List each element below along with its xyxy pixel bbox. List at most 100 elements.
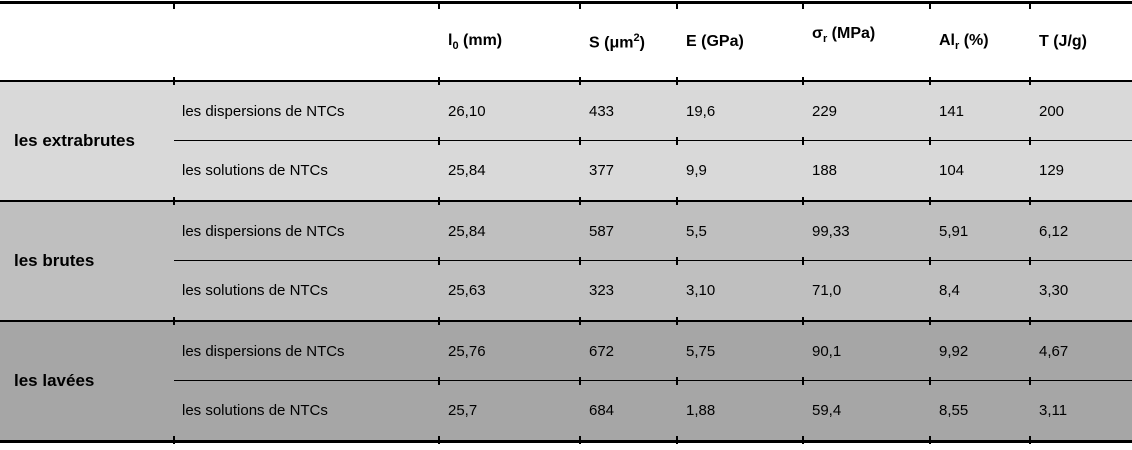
table-row: les dispersions de NTCs 25,76 672 5,75 9… bbox=[174, 322, 1132, 380]
column-tick bbox=[579, 436, 581, 444]
column-tick bbox=[802, 377, 804, 385]
column-tick bbox=[1029, 197, 1031, 205]
row-separator bbox=[174, 140, 1132, 141]
column-header-e: E (GPa) bbox=[686, 33, 744, 50]
column-tick bbox=[1029, 1, 1031, 9]
group-band-extrabrutes: les extrabrutes les dispersions de NTCs … bbox=[0, 82, 1132, 202]
column-tick bbox=[173, 197, 175, 205]
row-label: les solutions de NTCs bbox=[182, 162, 328, 179]
value-cell: 200 bbox=[1039, 102, 1065, 120]
value-cell: 6,12 bbox=[1039, 222, 1069, 240]
value-cell: 5,91 bbox=[939, 222, 969, 240]
column-tick bbox=[438, 197, 440, 205]
column-tick bbox=[579, 197, 581, 205]
table-row: les solutions de NTCs 25,63 323 3,10 71,… bbox=[174, 261, 1132, 320]
column-tick bbox=[929, 436, 931, 444]
table-row: les solutions de NTCs 25,7 684 1,88 59,4… bbox=[174, 381, 1132, 440]
column-tick bbox=[1029, 137, 1031, 145]
group-label: les lavées bbox=[14, 371, 95, 390]
value-cell: 3,11 bbox=[1039, 402, 1068, 419]
column-tick bbox=[438, 317, 440, 325]
value-cell: 4,67 bbox=[1039, 342, 1069, 360]
column-tick bbox=[173, 436, 175, 444]
column-tick bbox=[1029, 377, 1031, 385]
row-label: les dispersions de NTCs bbox=[182, 222, 345, 240]
column-tick bbox=[1029, 257, 1031, 265]
column-tick bbox=[676, 137, 678, 145]
column-tick bbox=[173, 77, 175, 85]
value-cell: 59,4 bbox=[812, 402, 842, 419]
column-tick bbox=[438, 77, 440, 85]
row-label: les dispersions de NTCs bbox=[182, 342, 345, 360]
column-tick bbox=[802, 77, 804, 85]
value-cell: 5,5 bbox=[686, 222, 707, 240]
value-cell: 5,75 bbox=[686, 342, 716, 360]
column-header-t: T (J/g) bbox=[1039, 33, 1087, 50]
column-tick bbox=[802, 436, 804, 444]
column-tick bbox=[676, 1, 678, 9]
value-cell: 104 bbox=[939, 162, 965, 179]
column-tick bbox=[1029, 436, 1031, 444]
value-cell: 3,10 bbox=[686, 282, 716, 299]
column-tick bbox=[579, 1, 581, 9]
column-tick bbox=[802, 317, 804, 325]
value-cell: 323 bbox=[589, 282, 615, 299]
column-tick bbox=[1029, 317, 1031, 325]
column-tick bbox=[1029, 77, 1031, 85]
value-cell: 8,55 bbox=[939, 402, 969, 419]
column-header-al: Alr (%) bbox=[939, 31, 989, 53]
column-tick bbox=[929, 137, 931, 145]
value-cell: 1,88 bbox=[686, 402, 716, 419]
value-cell: 19,6 bbox=[686, 102, 716, 120]
value-cell: 25,7 bbox=[448, 402, 478, 419]
value-cell: 188 bbox=[812, 162, 838, 179]
row-label: les solutions de NTCs bbox=[182, 402, 328, 419]
group-band-lavees: les lavées les dispersions de NTCs 25,76… bbox=[0, 322, 1132, 440]
value-cell: 229 bbox=[812, 102, 838, 120]
row-separator bbox=[174, 260, 1132, 261]
column-tick bbox=[438, 257, 440, 265]
column-tick bbox=[173, 1, 175, 9]
column-tick bbox=[579, 137, 581, 145]
value-cell: 141 bbox=[939, 102, 965, 120]
column-tick bbox=[929, 257, 931, 265]
value-cell: 26,10 bbox=[448, 102, 486, 120]
column-tick bbox=[802, 257, 804, 265]
value-cell: 684 bbox=[589, 402, 615, 419]
value-cell: 377 bbox=[589, 162, 615, 179]
column-tick bbox=[438, 137, 440, 145]
value-cell: 71,0 bbox=[812, 282, 842, 299]
column-tick bbox=[802, 137, 804, 145]
column-tick bbox=[579, 257, 581, 265]
value-cell: 99,33 bbox=[812, 222, 850, 240]
column-header-l0: l0 (mm) bbox=[448, 31, 503, 53]
value-cell: 433 bbox=[589, 102, 615, 120]
column-tick bbox=[929, 377, 931, 385]
column-header-s: S (μm2) bbox=[589, 31, 645, 52]
column-tick bbox=[676, 377, 678, 385]
row-separator bbox=[174, 380, 1132, 381]
value-cell: 9,92 bbox=[939, 342, 969, 360]
group-band-brutes: les brutes les dispersions de NTCs 25,84… bbox=[0, 202, 1132, 322]
row-label: les solutions de NTCs bbox=[182, 282, 328, 299]
value-cell: 672 bbox=[589, 342, 615, 360]
value-cell: 587 bbox=[589, 222, 615, 240]
value-cell: 25,84 bbox=[448, 162, 486, 179]
column-tick bbox=[929, 197, 931, 205]
group-label: les extrabrutes bbox=[14, 131, 135, 150]
value-cell: 3,30 bbox=[1039, 282, 1069, 299]
column-tick bbox=[579, 317, 581, 325]
group-label: les brutes bbox=[14, 251, 95, 270]
row-label: les dispersions de NTCs bbox=[182, 102, 345, 120]
column-tick bbox=[802, 197, 804, 205]
column-tick bbox=[929, 317, 931, 325]
column-tick bbox=[438, 436, 440, 444]
column-tick bbox=[676, 257, 678, 265]
value-cell: 25,63 bbox=[448, 282, 486, 299]
value-cell: 9,9 bbox=[686, 162, 707, 179]
value-cell: 25,84 bbox=[448, 222, 486, 240]
column-tick bbox=[438, 1, 440, 9]
column-tick bbox=[173, 317, 175, 325]
